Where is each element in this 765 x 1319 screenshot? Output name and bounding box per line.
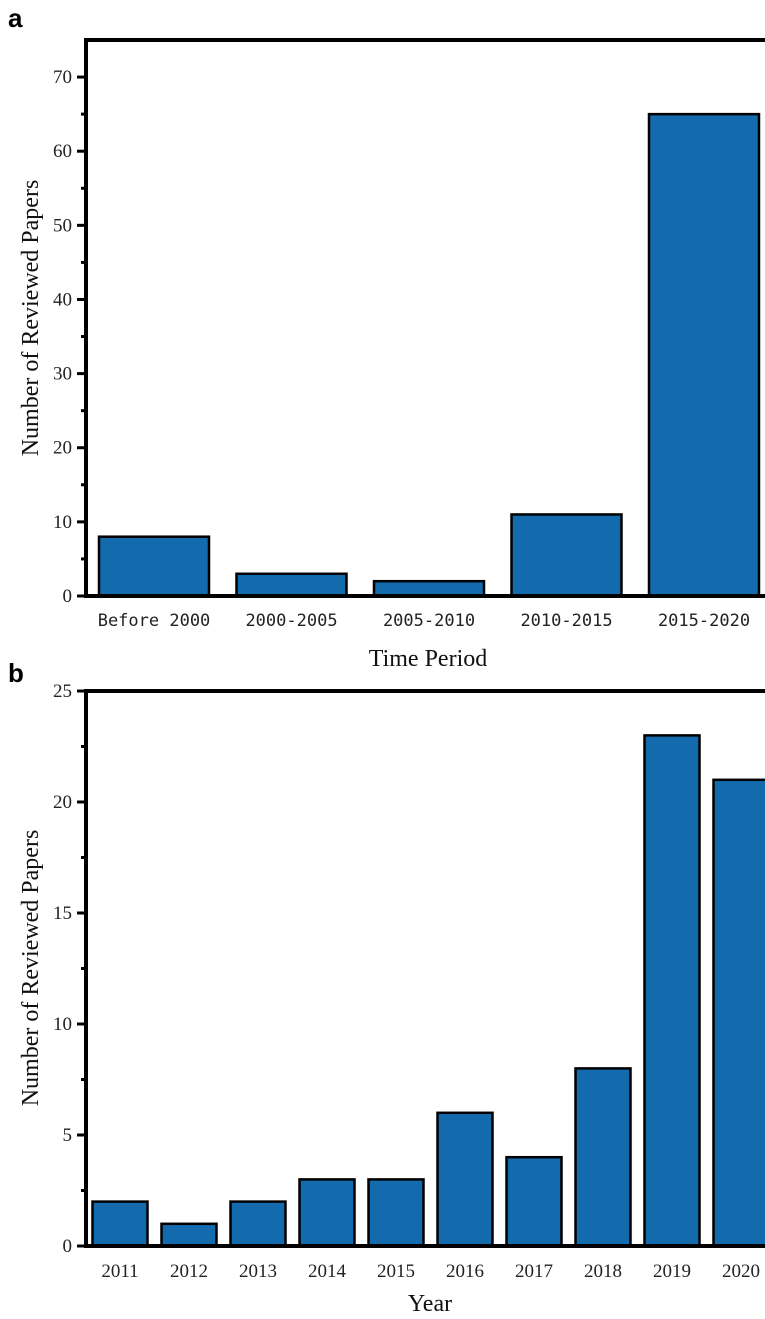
bar-2014 xyxy=(298,1178,356,1248)
bar-2019 xyxy=(643,734,701,1248)
bar-2015 xyxy=(367,1178,425,1248)
panel-a: a 0 10 20 30 40 50 60 70 Before 2000 2000-2005 20… xyxy=(8,3,765,672)
bar-2000-2005 xyxy=(235,572,348,598)
panel-b-y-axis-title: Number of Reviewed Papers xyxy=(18,830,44,1107)
x-tick-label: 2016 xyxy=(446,1261,484,1282)
bar-2017 xyxy=(505,1155,563,1248)
y-tick-label: 10 xyxy=(53,512,72,533)
panel-b-bars xyxy=(91,734,765,1248)
bar-2012 xyxy=(160,1222,218,1248)
x-tick-label: 2010-2015 xyxy=(520,611,612,631)
bar-Before 2000 xyxy=(97,535,211,598)
x-tick-label: 2013 xyxy=(239,1261,277,1282)
x-tick-label: 2012 xyxy=(170,1261,208,1282)
panel-a-bars xyxy=(97,112,761,598)
bar-2005-2010 xyxy=(372,579,486,598)
y-tick-label: 40 xyxy=(53,289,72,310)
y-tick-label: 20 xyxy=(53,792,72,813)
x-tick-label: 2015-2020 xyxy=(658,611,750,631)
panel-b-x-tick-labels: 2011 2012 2013 2014 2015 2016 2017 2018 2019 2020 xyxy=(101,1261,760,1282)
y-tick-label: 0 xyxy=(63,586,73,607)
panel-b-x-axis-title: Year xyxy=(408,1291,452,1317)
x-tick-label: 2019 xyxy=(653,1261,691,1282)
y-tick-label: 60 xyxy=(53,141,72,162)
x-tick-label: 2018 xyxy=(584,1261,622,1282)
bar-2016 xyxy=(436,1111,494,1248)
y-tick-label: 5 xyxy=(63,1125,73,1146)
panel-b-y-ticks: 0 5 10 15 20 25 xyxy=(53,681,86,1257)
y-tick-label: 10 xyxy=(53,1014,72,1035)
panel-a-x-axis-title: Time Period xyxy=(369,646,487,672)
bar-2018 xyxy=(574,1067,632,1248)
panel-a-letter: a xyxy=(8,3,23,33)
bar-2015-2020 xyxy=(647,112,761,598)
panel-a-x-tick-labels: Before 2000 2000-2005 2005-2010 2010-2015 20… xyxy=(98,611,750,631)
bar-2010-2015 xyxy=(510,513,623,598)
y-tick-label: 15 xyxy=(53,903,72,924)
panel-b-letter: b xyxy=(8,658,24,688)
y-tick-label: 25 xyxy=(53,681,72,702)
y-tick-label: 20 xyxy=(53,438,72,459)
x-tick-label: 2017 xyxy=(515,1261,553,1282)
x-tick-label: 2020 xyxy=(722,1261,760,1282)
x-tick-label: Before 2000 xyxy=(98,611,211,631)
x-tick-label: 2000-2005 xyxy=(245,611,337,631)
y-tick-label: 30 xyxy=(53,364,72,385)
y-tick-label: 0 xyxy=(63,1236,73,1257)
bar-2020 xyxy=(712,778,765,1248)
x-tick-label: 2015 xyxy=(377,1261,415,1282)
bar-2011 xyxy=(91,1200,149,1248)
x-tick-label: 2014 xyxy=(308,1261,347,1282)
x-tick-label: 2005-2010 xyxy=(383,611,475,631)
x-tick-label: 2011 xyxy=(101,1261,138,1282)
panel-a-y-axis-title: Number of Reviewed Papers xyxy=(18,180,44,457)
panel-a-y-ticks: 0 10 20 30 40 50 60 70 xyxy=(53,67,86,607)
y-tick-label: 50 xyxy=(53,215,72,236)
y-tick-label: 70 xyxy=(53,67,72,88)
bar-2013 xyxy=(229,1200,287,1248)
